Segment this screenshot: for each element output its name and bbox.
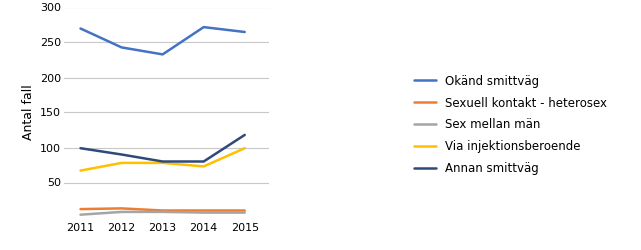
Sexuell kontakt - heterosex: [77, 208, 85, 210]
Line: Via injektionsberoende: Via injektionsberoende: [81, 148, 245, 171]
Sex mellan män: [241, 211, 249, 214]
Okänd smittväg: [77, 27, 85, 30]
Legend: Okänd smittväg, Sexuell kontakt - heterosex, Sex mellan män, Via injektionsberoe: Okänd smittväg, Sexuell kontakt - hetero…: [410, 70, 612, 180]
Line: Sex mellan män: Sex mellan män: [81, 212, 245, 215]
Line: Annan smittväg: Annan smittväg: [81, 135, 245, 162]
Sex mellan män: [159, 210, 167, 214]
Sexuell kontakt - heterosex: [159, 209, 167, 212]
Via injektionsberoende: [159, 162, 167, 164]
Okänd smittväg: [159, 53, 167, 56]
Okänd smittväg: [241, 30, 249, 34]
Sexuell kontakt - heterosex: [200, 209, 208, 212]
Line: Okänd smittväg: Okänd smittväg: [81, 27, 245, 54]
Annan smittväg: [200, 160, 208, 163]
Line: Sexuell kontakt - heterosex: Sexuell kontakt - heterosex: [81, 208, 245, 210]
Sexuell kontakt - heterosex: [241, 209, 249, 212]
Sexuell kontakt - heterosex: [118, 207, 126, 210]
Annan smittväg: [77, 147, 85, 150]
Via injektionsberoende: [200, 165, 208, 168]
Via injektionsberoende: [241, 147, 249, 150]
Sex mellan män: [200, 211, 208, 214]
Okänd smittväg: [118, 46, 126, 49]
Sex mellan män: [118, 210, 126, 214]
Annan smittväg: [118, 153, 126, 156]
Y-axis label: Antal fall: Antal fall: [22, 84, 35, 140]
Annan smittväg: [241, 134, 249, 136]
Via injektionsberoende: [77, 169, 85, 172]
Sex mellan män: [77, 213, 85, 216]
Annan smittväg: [159, 160, 167, 163]
Via injektionsberoende: [118, 162, 126, 164]
Okänd smittväg: [200, 26, 208, 29]
